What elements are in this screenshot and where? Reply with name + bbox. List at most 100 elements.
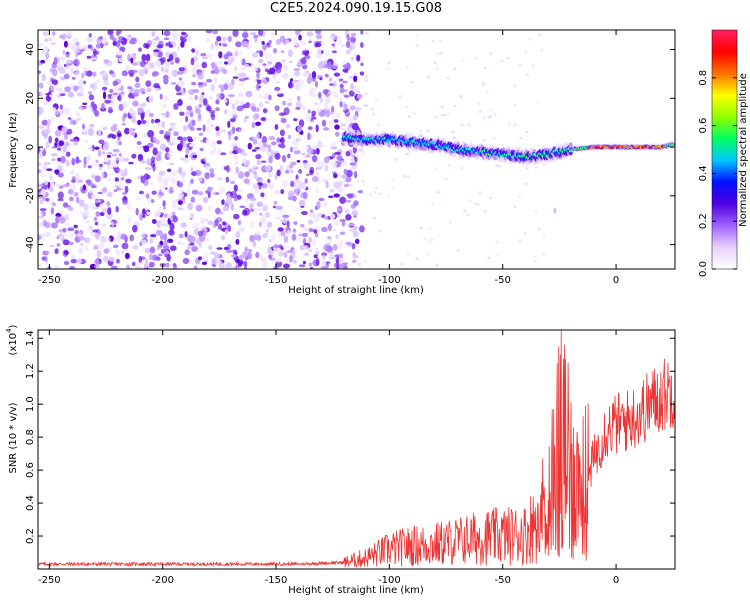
spectrogram-noise-blob — [141, 91, 146, 95]
spectrogram-noise-blob — [97, 128, 102, 137]
spectrogram-noise-blob — [102, 126, 108, 131]
spectrogram-noise-blob — [260, 160, 267, 163]
spectrogram-noise-blob — [216, 247, 223, 250]
spectrogram-noise-blob — [125, 66, 131, 71]
spectrogram-noise-blob — [177, 168, 182, 174]
spectrogram-noise-blob — [103, 157, 110, 163]
spectrogram-noise-blob — [172, 51, 177, 59]
spectrogram-noise-blob — [44, 38, 49, 42]
spectrogram-noise-blob — [145, 80, 152, 87]
spectrogram-noise-blob — [309, 152, 313, 161]
spectrogram-noise-blob — [282, 244, 290, 249]
spectrogram-noise-blob — [331, 112, 335, 115]
spectrogram-noise-blob — [118, 181, 124, 190]
spectrogram-noise-blob — [131, 115, 136, 124]
spectrogram-noise-blob — [207, 204, 213, 213]
spectrogram-noise-blob — [342, 108, 346, 111]
spectrogram-noise-blob — [45, 162, 52, 165]
spectrogram-noise-blob — [407, 115, 411, 118]
spectrogram-noise-blob — [137, 119, 142, 126]
y-tick-label: 1.4 — [25, 330, 36, 346]
chart-title: C2E5.2024.090.19.15.G08 — [269, 1, 443, 16]
spectrogram-noise-blob — [95, 159, 99, 163]
spectrogram-noise-blob — [66, 30, 72, 37]
spectrogram-noise-blob — [93, 244, 99, 250]
spectrogram-noise-blob — [184, 231, 188, 238]
x-tick-label: -100 — [378, 575, 401, 586]
spectrogram-noise-blob — [316, 107, 322, 113]
spectrogram-noise-blob — [146, 211, 151, 216]
y-tick-label: 0 — [25, 144, 36, 150]
spectrogram-noise-blob — [157, 253, 163, 257]
spectrogram-noise-blob — [313, 229, 318, 234]
spectrogram-noise-blob — [290, 161, 297, 166]
spectrogram-noise-blob — [318, 91, 322, 99]
spectrogram-noise-blob — [205, 165, 211, 171]
spectrogram-noise-blob — [125, 252, 130, 260]
spectrogram-noise-blob — [62, 145, 67, 153]
spectrogram-noise-blob — [306, 161, 311, 170]
spectrogram-noise-blob — [313, 102, 319, 105]
spectrogram-noise-blob — [118, 103, 124, 112]
spectrogram-noise-blob — [350, 83, 354, 90]
spectrogram-noise-blob — [250, 221, 254, 229]
spectrogram-noise-blob — [268, 182, 272, 186]
spectrogram-noise-blob — [78, 235, 85, 241]
spectrogram-noise-blob — [260, 216, 265, 223]
spectrogram-noise-blob — [103, 59, 109, 64]
spectrogram-noise-blob — [100, 236, 107, 243]
spectrogram-noise-blob — [391, 178, 395, 182]
spectrogram-noise-blob — [206, 118, 211, 125]
spectrogram-noise-blob — [142, 111, 146, 118]
spectrogram-noise-blob — [41, 172, 45, 180]
spectrogram-noise-blob — [285, 169, 290, 174]
spectrogram-noise-blob — [196, 127, 202, 131]
spectrogram-noise-blob — [333, 182, 340, 189]
spectrogram-noise-blob — [78, 79, 84, 87]
spectrogram-noise-blob — [75, 156, 80, 164]
spectrogram-noise-blob — [276, 137, 281, 143]
spectrogram-noise-blob — [275, 38, 282, 46]
spectrogram-noise-blob — [495, 253, 499, 257]
spectrogram-noise-blob — [101, 207, 108, 214]
spectrogram-noise-blob — [44, 231, 51, 237]
spectrogram-noise-blob — [74, 119, 79, 123]
spectrogram-noise-blob — [101, 102, 105, 110]
spectrogram-noise-blob — [463, 209, 467, 213]
spectrogram-noise-blob — [230, 180, 236, 185]
spectrogram-noise-blob — [213, 147, 217, 153]
spectrogram-noise-blob — [222, 68, 228, 75]
spectrogram-noise-blob — [217, 148, 222, 157]
spectrogram-noise-blob — [190, 196, 195, 203]
spectrogram-noise-blob — [189, 119, 196, 126]
spectrogram-noise-blob — [43, 45, 48, 53]
spectrogram-noise-blob — [286, 124, 291, 129]
spectrogram-noise-blob — [224, 109, 228, 115]
spectrogram-noise-blob — [406, 175, 410, 178]
spectrogram-noise-blob — [345, 214, 352, 221]
spectrogram-noise-blob — [69, 196, 74, 202]
spectrogram-noise-blob — [428, 227, 432, 230]
spectrogram-noise-blob — [218, 51, 223, 59]
spectrogram-noise-blob — [478, 191, 482, 194]
spectrogram-noise-blob — [489, 52, 493, 55]
spectrogram-noise-blob — [308, 249, 313, 253]
spectrogram-noise-blob — [333, 193, 340, 198]
spectrogram-noise-blob — [134, 265, 142, 269]
spectrogram-noise-blob — [279, 129, 285, 137]
spectrogram-noise-blob — [377, 123, 381, 127]
spectrogram-noise-blob — [391, 186, 395, 190]
y-tick-label: 0.2 — [25, 528, 36, 544]
spectrogram-noise-blob — [244, 265, 248, 269]
spectrogram-noise-blob — [301, 50, 305, 56]
spectrogram-noise-blob — [277, 231, 282, 238]
spectrogram-noise-blob — [208, 244, 213, 251]
spectrogram-noise-blob — [238, 83, 245, 86]
spectrogram-noise-blob — [205, 38, 210, 43]
spectrogram-noise-blob — [350, 203, 357, 209]
spectrogram-noise-blob — [251, 149, 257, 152]
spectrogram-noise-blob — [348, 223, 356, 226]
spectrogram-noise-blob — [168, 176, 176, 183]
spectrogram-noise-blob — [163, 30, 171, 37]
spectrogram-noise-blob — [139, 213, 144, 221]
